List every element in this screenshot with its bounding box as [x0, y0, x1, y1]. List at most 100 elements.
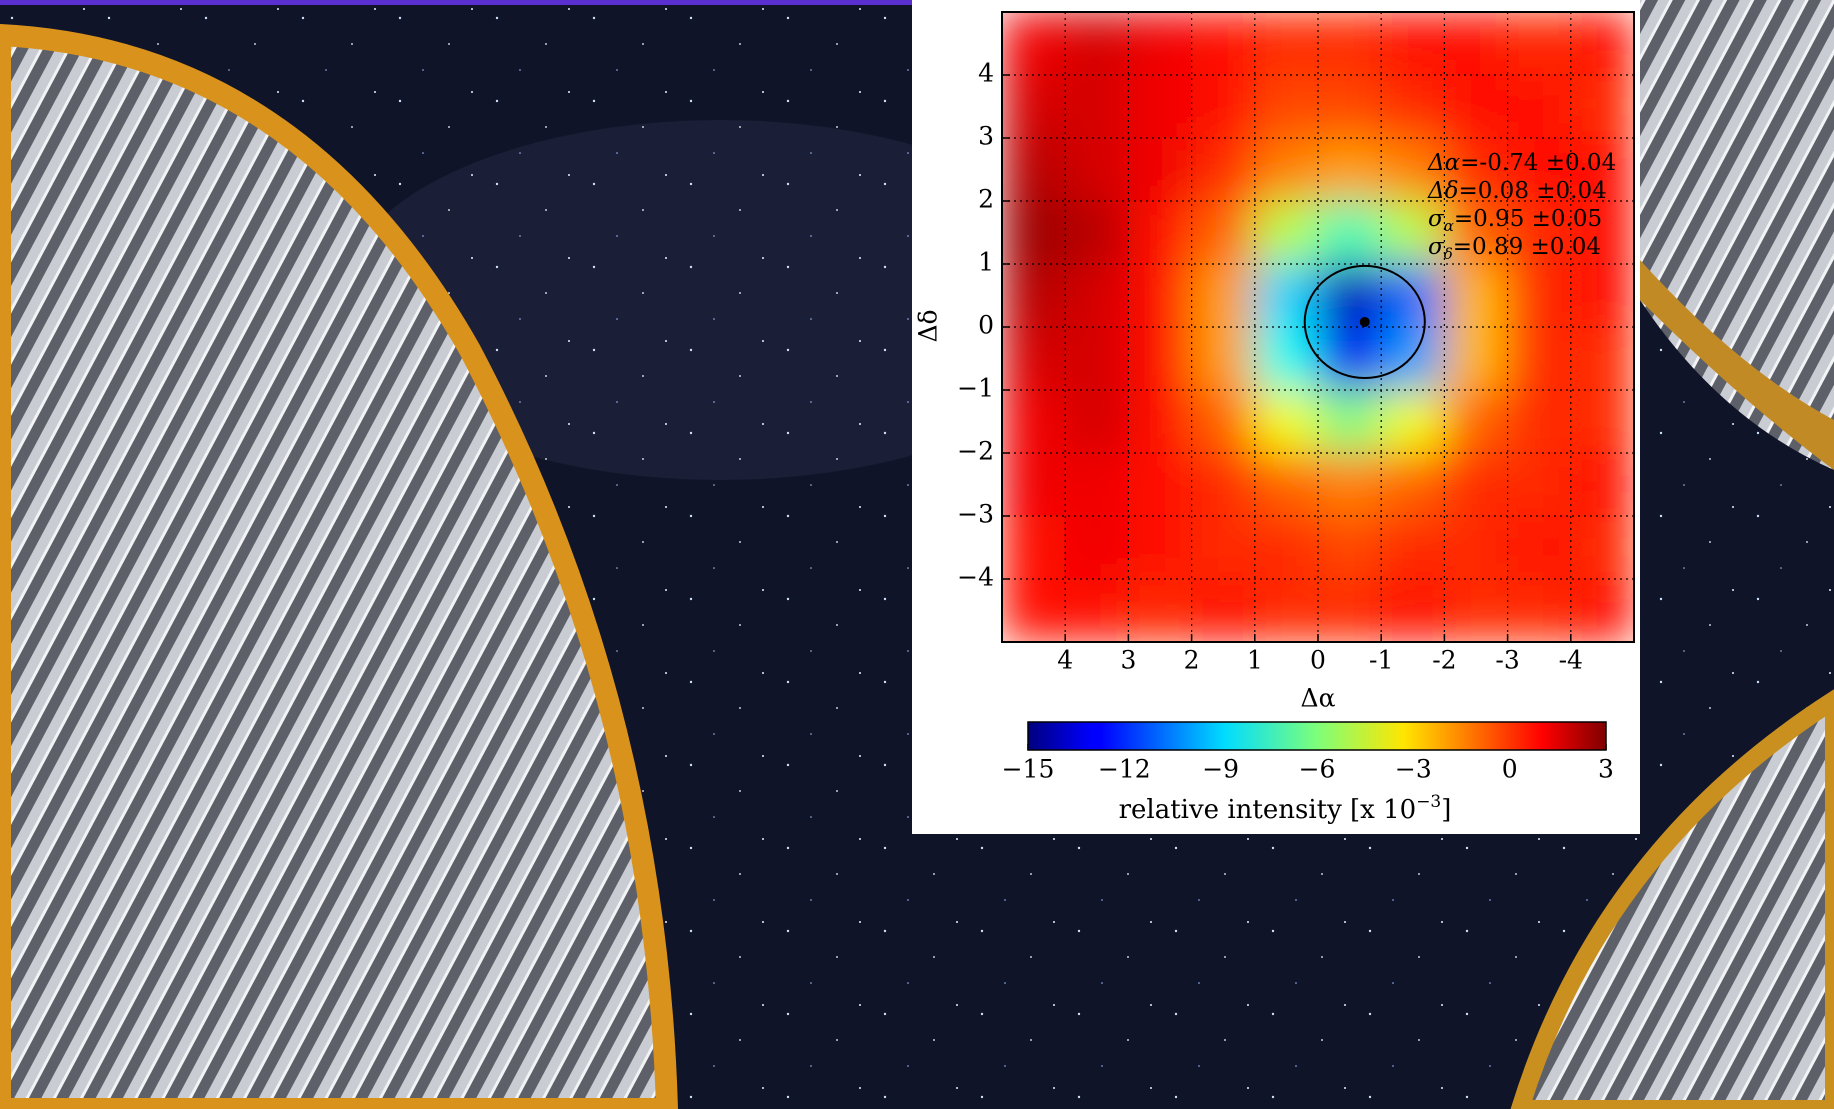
annotation-subscript: δ: [1444, 245, 1453, 263]
heatmap-cell: [1318, 327, 1382, 391]
heatmap-cell: [1381, 390, 1445, 454]
x-tick-label: -4: [1559, 646, 1583, 675]
colorbar-label-end: ]: [1441, 795, 1451, 825]
annotation: Δα=-0.74 ±0.04: [1427, 150, 1616, 176]
heatmap-cell: [1507, 453, 1571, 517]
heatmap-cell: [1128, 75, 1192, 139]
heatmap-cell: [1570, 12, 1634, 76]
heatmap-cell: [1254, 390, 1318, 454]
colorbar-tick-label: −12: [1098, 755, 1151, 784]
heatmap-cell: [1002, 12, 1066, 76]
heatmap-cell: [1381, 264, 1445, 328]
heatmap-cell: [1128, 138, 1192, 202]
annotation: σα=0.95 ±0.05: [1428, 206, 1602, 235]
heatmap-cell: [1065, 201, 1129, 265]
heatmap-cell: [1318, 12, 1382, 76]
annotation-text: =0.95 ±0.05: [1454, 206, 1602, 232]
heatmap-cell: [1381, 75, 1445, 139]
heatmap-cell: [1444, 75, 1508, 139]
heatmap-cell: [1318, 138, 1382, 202]
heatmap-cell: [1128, 579, 1192, 643]
heatmap-cell: [1065, 12, 1129, 76]
colorbar: [1028, 722, 1606, 750]
x-tick-label: 0: [1310, 646, 1326, 675]
heatmap-cell: [1507, 516, 1571, 580]
colorbar-label-text: relative intensity [x 10: [1119, 795, 1417, 825]
heatmap-cell: [1065, 390, 1129, 454]
heatmap-cell: [1002, 327, 1066, 391]
heatmap-cell: [1002, 138, 1066, 202]
heatmap-cell: [1444, 453, 1508, 517]
heatmap-cell: [1318, 201, 1382, 265]
colorbar-tick-label: −6: [1299, 755, 1336, 784]
heatmap-cell: [1444, 516, 1508, 580]
heatmap-cell: [1191, 264, 1255, 328]
x-tick-label: 1: [1247, 646, 1263, 675]
heatmap-cell: [1570, 516, 1634, 580]
heatmap-cell: [1065, 516, 1129, 580]
y-tick-label: −1: [957, 374, 994, 403]
heatmap-cell: [1065, 327, 1129, 391]
x-tick-label: -2: [1432, 646, 1456, 675]
heatmap-cell: [1254, 264, 1318, 328]
heatmap-cell: [1191, 390, 1255, 454]
y-tick-label: 2: [978, 185, 994, 214]
heatmap-cell: [1444, 327, 1508, 391]
y-tick-label: −2: [957, 437, 994, 466]
heatmap-cell: [1254, 327, 1318, 391]
heatmap-cell: [1318, 390, 1382, 454]
heatmap-cell: [1570, 390, 1634, 454]
heatmap-cell: [1191, 201, 1255, 265]
heatmap-cell: [1318, 579, 1382, 643]
colorbar-tick-label: −15: [1002, 755, 1055, 784]
heatmap-cell: [1507, 264, 1571, 328]
heatmap-cell: [1065, 75, 1129, 139]
heatmap-cell: [1128, 516, 1192, 580]
heatmap-cell: [1507, 75, 1571, 139]
colorbar-tick-label: −9: [1202, 755, 1239, 784]
heatmap-cell: [1002, 579, 1066, 643]
heatmap-cell: [1128, 201, 1192, 265]
heatmap-cell: [1254, 516, 1318, 580]
x-tick-label: -3: [1495, 646, 1519, 675]
heatmap-cell: [1065, 453, 1129, 517]
heatmap-cell: [1381, 516, 1445, 580]
colorbar-label-sup: −3: [1416, 792, 1441, 812]
heatmap-cell: [1570, 327, 1634, 391]
annotation-symbol: σ: [1428, 234, 1445, 260]
annotation-text: =0.89 ±0.04: [1453, 234, 1601, 260]
heatmap-cell: [1128, 12, 1192, 76]
heatmap-cell: [1507, 327, 1571, 391]
colorbar-tick-label: 3: [1598, 755, 1614, 784]
heatmap-cell: [1254, 201, 1318, 265]
heatmap-cell: [1254, 453, 1318, 517]
heatmap-cell: [1002, 453, 1066, 517]
heatmap-cell: [1065, 264, 1129, 328]
heatmap-cell: [1191, 12, 1255, 76]
heatmap-cell: [1254, 75, 1318, 139]
heatmap-cell: [1065, 138, 1129, 202]
x-axis-label: Δα: [1301, 684, 1336, 713]
heatmap-cell: [1191, 327, 1255, 391]
heatmap-cell: [1318, 75, 1382, 139]
y-tick-label: 1: [978, 248, 994, 277]
heatmap-cell: [1570, 75, 1634, 139]
x-tick-label: -1: [1369, 646, 1393, 675]
heatmap-cell: [1444, 12, 1508, 76]
heatmap-cell: [1254, 138, 1318, 202]
annotation-symbol: σ: [1428, 206, 1445, 232]
y-tick-label: −3: [957, 500, 994, 529]
heatmap-cell: [1570, 453, 1634, 517]
heatmap-cell: [1191, 138, 1255, 202]
heatmap-cell: [1254, 579, 1318, 643]
heatmap-cell: [1128, 264, 1192, 328]
y-tick-label: 3: [978, 122, 994, 151]
heatmap-cell: [1318, 516, 1382, 580]
heatmap-cell: [1381, 12, 1445, 76]
colorbar-tick-label: −3: [1395, 755, 1432, 784]
heatmap-cell: [1507, 579, 1571, 643]
heatmap-cell: [1128, 453, 1192, 517]
heatmap-cell: [1381, 327, 1445, 391]
colorbar-label: relative intensity [x 10−3]: [1119, 792, 1452, 826]
y-tick-label: −4: [957, 563, 994, 592]
